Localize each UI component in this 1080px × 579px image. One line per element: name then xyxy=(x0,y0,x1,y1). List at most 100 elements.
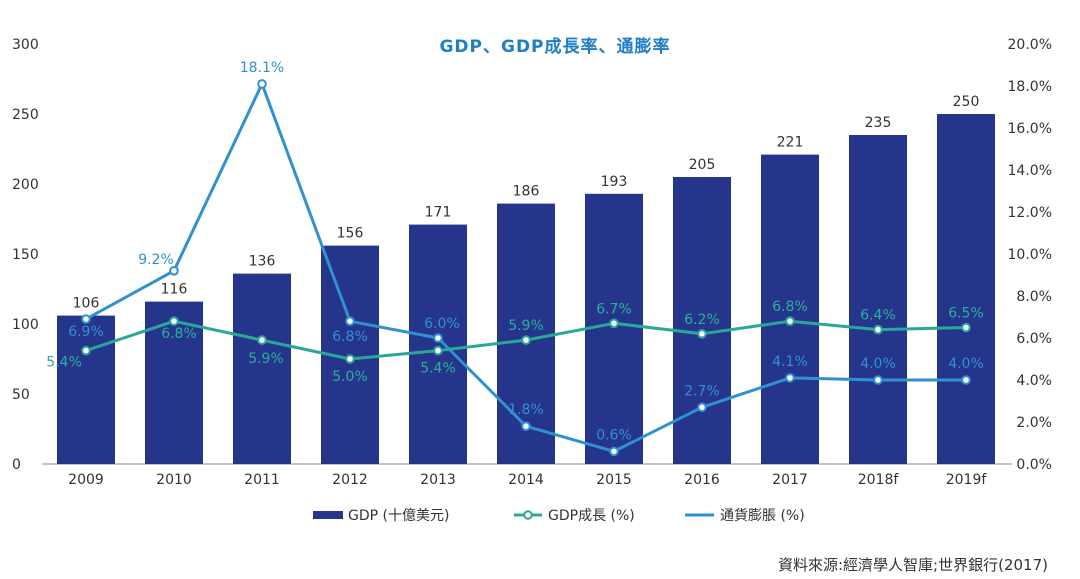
gdp-growth-point xyxy=(345,354,355,364)
right-axis-tick-label: 12.0% xyxy=(1008,205,1052,221)
gdp-bar-label: 205 xyxy=(689,157,716,173)
gdp-growth-point xyxy=(873,324,883,335)
left-axis-tick-label: 200 xyxy=(12,177,39,193)
gdp-growth-label: 5.4% xyxy=(420,361,456,377)
left-axis-tick-label: 300 xyxy=(12,37,39,53)
category-tick-label: 2013 xyxy=(420,472,456,488)
gdp-growth-label: 5.9% xyxy=(508,318,544,334)
left-axis-tick-label: 50 xyxy=(12,387,30,403)
gdp-growth-label: 6.7% xyxy=(596,301,632,317)
gdp-bar-label: 250 xyxy=(953,94,980,110)
right-axis-tick-label: 2.0% xyxy=(1016,415,1052,431)
gdp-bar-label: 116 xyxy=(161,282,188,298)
right-axis-tick-label: 10.0% xyxy=(1008,247,1052,263)
gdp-bar-label: 106 xyxy=(73,296,100,312)
category-tick-label: 2011 xyxy=(244,472,280,488)
source-note: 資料來源:經濟學人智庫;世界銀行(2017) xyxy=(778,556,1048,574)
gdp-bar-labels: 106 116 136 156 171 186 193 205 221 235 250 xyxy=(73,94,980,312)
gdp-growth-point xyxy=(433,345,443,356)
legend-label-gdp-growth: GDP成長 (%) xyxy=(548,508,635,524)
gdp-growth-point xyxy=(81,345,91,356)
left-axis-tick-label: 0 xyxy=(12,457,21,473)
gdp-bar-label: 193 xyxy=(601,174,628,190)
chart-title: GDP、GDP成長率、通膨率 xyxy=(439,36,670,57)
category-tick-label: 2009 xyxy=(68,472,104,488)
gdp-bar-label: 171 xyxy=(425,205,452,221)
inflation-point xyxy=(433,333,443,343)
right-axis-tick-label: 20.0% xyxy=(1008,37,1052,53)
gdp-growth-label: 5.4% xyxy=(46,355,82,371)
line-series: 6.9% 9.2% 18.1% 6.8% 6.0% 1.8% 0.6% 2.7% 4.1% 4.0… xyxy=(46,60,984,457)
inflation-label: 4.1% xyxy=(772,354,808,370)
gdp-bar xyxy=(761,154,819,464)
gdp-growth-point xyxy=(169,316,179,327)
legend-label-inflation: 通貨膨脹 (%) xyxy=(720,507,805,524)
right-axis-tick-label: 8.0% xyxy=(1016,289,1052,305)
inflation-point xyxy=(521,421,531,432)
right-axis-tick-label: 14.0% xyxy=(1008,163,1052,179)
gdp-bar-label: 186 xyxy=(513,184,540,200)
gdp-bar-label: 156 xyxy=(337,226,364,242)
right-axis-tick-label: 16.0% xyxy=(1008,121,1052,137)
gdp-growth-point xyxy=(521,335,531,345)
inflation-label: 9.2% xyxy=(138,252,174,268)
left-axis-ticks: 0 50 100 150 200 250 300 xyxy=(12,37,39,473)
gdp-growth-label: 6.5% xyxy=(948,306,984,322)
gdp-bar-label: 235 xyxy=(865,115,892,131)
gdp-bar-label: 221 xyxy=(777,135,804,151)
category-tick-label: 2015 xyxy=(596,472,632,488)
inflation-point xyxy=(961,375,971,385)
inflation-label: 6.0% xyxy=(424,316,460,332)
gdp-growth-point xyxy=(785,316,795,327)
gdp-bar xyxy=(849,135,907,464)
inflation-label: 0.6% xyxy=(596,427,632,443)
gdp-growth-point xyxy=(257,335,267,345)
category-tick-label: 2014 xyxy=(508,472,544,488)
legend-marker-gdp-growth xyxy=(523,510,533,520)
gdp-growth-label: 6.4% xyxy=(860,308,896,324)
gdp-growth-point xyxy=(961,322,971,333)
left-axis-tick-label: 250 xyxy=(12,107,39,123)
category-axis-ticks: 2009 2010 2011 2012 2013 2014 2015 2016 2017 2018… xyxy=(68,472,987,488)
gdp-growth-label: 5.0% xyxy=(332,369,368,385)
category-tick-label: 2017 xyxy=(772,472,808,488)
gdp-growth-label: 6.8% xyxy=(161,326,197,342)
legend-swatch-gdp xyxy=(313,511,343,519)
gdp-bar xyxy=(233,273,291,464)
gdp-growth-point xyxy=(609,318,619,329)
right-axis-tick-label: 4.0% xyxy=(1016,373,1052,389)
gdp-bar-label: 136 xyxy=(249,254,276,270)
left-axis-tick-label: 150 xyxy=(12,247,39,263)
inflation-point xyxy=(873,375,883,385)
inflation-label: 6.8% xyxy=(332,329,368,345)
category-tick-label: 2019f xyxy=(946,472,988,488)
left-axis-tick-label: 100 xyxy=(12,317,39,333)
inflation-label: 4.0% xyxy=(948,356,984,372)
inflation-point xyxy=(697,402,707,413)
gdp-bar xyxy=(937,114,995,464)
legend: GDP (十億美元) GDP成長 (%) 通貨膨脹 (%) xyxy=(313,507,805,524)
inflation-label: 2.7% xyxy=(684,383,720,399)
category-tick-label: 2016 xyxy=(684,472,720,488)
inflation-point xyxy=(785,373,795,383)
right-axis-ticks: 0.0% 2.0% 4.0% 6.0% 8.0% 10.0% 12.0% 14.0% 16.0%… xyxy=(1008,37,1052,473)
gdp-bar xyxy=(409,224,467,464)
category-tick-label: 2010 xyxy=(156,472,192,488)
right-axis-tick-label: 6.0% xyxy=(1016,331,1052,347)
right-axis-tick-label: 18.0% xyxy=(1008,79,1052,95)
inflation-point xyxy=(609,446,619,457)
right-axis-tick-label: 0.0% xyxy=(1016,457,1052,473)
inflation-label: 18.1% xyxy=(240,60,284,76)
inflation-point xyxy=(257,79,267,89)
gdp-bar xyxy=(57,315,115,464)
inflation-point xyxy=(169,266,179,276)
inflation-label: 4.0% xyxy=(860,356,896,372)
gdp-bar xyxy=(497,203,555,464)
gdp-growth-label: 6.8% xyxy=(772,299,808,315)
inflation-point xyxy=(345,316,355,327)
gdp-growth-label: 5.9% xyxy=(248,351,284,367)
gdp-bar xyxy=(585,193,643,465)
inflation-label: 6.9% xyxy=(68,324,104,340)
category-tick-label: 2018f xyxy=(858,472,900,488)
